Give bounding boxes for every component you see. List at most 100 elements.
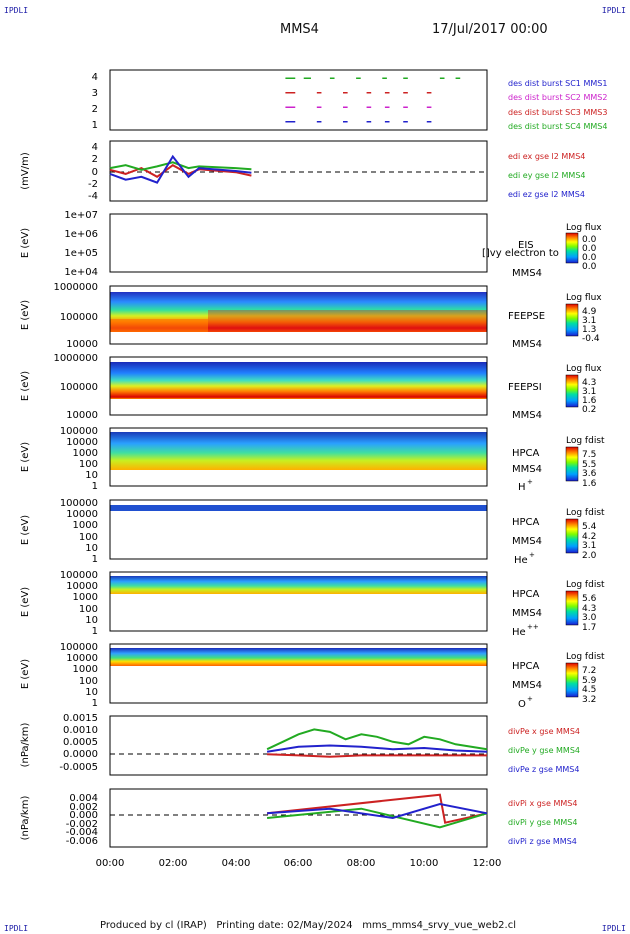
divpe-frame (109, 715, 488, 776)
eis-cbar-tick-4: 0.0 (582, 262, 597, 272)
hpca-o-charge: + (527, 695, 533, 703)
hpca-hepp-cbar-tick-3: 3.0 (582, 613, 597, 623)
xtick-1200: 12:00 (473, 858, 502, 869)
eis-ytick-1e6: 1e+06 (64, 229, 98, 240)
edi-ytick-m2: -2 (88, 179, 98, 190)
feepsi-cbar-tick-4: 0.2 (582, 405, 596, 415)
eis-cbar-tick-1: 0.0 (582, 235, 597, 245)
divpi-ytick-0000: 0.000 (69, 810, 98, 821)
hpca-o-instrument-label: HPCA (512, 661, 540, 672)
panel-eis: E (eV) 1e+07 1e+06 1e+05 1e+04 EIS []vy … (20, 210, 602, 279)
feepse-band-late (208, 310, 487, 332)
eis-spacecraft-label: MMS4 (512, 268, 542, 279)
xtick-0200: 02:00 (159, 858, 188, 869)
hpca-h-cbar-tick-4: 1.6 (582, 479, 597, 489)
divpi-series-line (266, 793, 488, 824)
eis-ytick-1e4: 1e+04 (64, 267, 98, 278)
divpe-series-line (266, 728, 488, 751)
feepsi-cbar-tick-1: 4.3 (582, 378, 596, 388)
eis-cbar-tick-3: 0.0 (582, 253, 597, 263)
edi-legend-ey: edi ey gse l2 MMS4 (508, 171, 586, 180)
hpca-he-charge: + (529, 551, 535, 559)
divpi-legend-y: divPi y gse MMS4 (508, 818, 577, 827)
hpca-h-cbar-tick-3: 3.6 (582, 469, 597, 479)
hpca-o-ytick-1e5: 100000 (60, 642, 98, 653)
hpca-h-frame (109, 427, 488, 487)
feepse-cbar-title: Log flux (566, 293, 602, 303)
hpca-he-species: He (514, 555, 528, 566)
feepse-cbar-tick-3: 1.3 (582, 325, 596, 335)
panel-edi: (mV/m) 4 2 0 -2 -4 edi ex gse l2 MMS4 ed… (20, 140, 586, 202)
burst-ytick-1: 1 (92, 120, 98, 131)
hpca-he-cbar-title: Log fdist (566, 508, 605, 518)
hpca-he-frame (109, 499, 488, 560)
feepsi-spacecraft-label: MMS4 (512, 410, 542, 421)
hpca-h-cbar-title: Log fdist (566, 436, 605, 446)
divpe-ytick-m0005: -0.0005 (59, 762, 98, 773)
hpca-h-cbar-tick-1: 7.5 (582, 450, 596, 460)
hpca-he-cbar-tick-3: 3.1 (582, 541, 596, 551)
hpca-o-ytick-1e4: 10000 (66, 653, 98, 664)
divpi-ytick-0004: 0.004 (69, 793, 98, 804)
hpca-o-species: O (518, 699, 526, 710)
hpca-hepp-ytick-1: 1 (92, 626, 98, 637)
hpca-he-cbar-tick-1: 5.4 (582, 522, 597, 532)
edi-ytick-2: 2 (92, 154, 98, 165)
edi-ytick-m4: -4 (88, 191, 98, 202)
hpca-o-spacecraft-label: MMS4 (512, 680, 542, 691)
feepsi-ytick-1e6: 1000000 (53, 353, 98, 364)
hpca-o-ytick-1e2: 100 (79, 676, 98, 687)
feepse-band-early (110, 319, 208, 332)
hpca-o-ytick-1: 1 (92, 698, 98, 709)
divpi-series-line (267, 807, 488, 829)
hpca-hepp-ytick-1e2: 100 (79, 604, 98, 615)
panel-feepsi: E (eV) 1000000 100000 10000 FEEPSI MMS4 … (20, 353, 602, 421)
feepsi-ylabel: E (eV) (20, 371, 31, 401)
corner-label-bottom-right: IPDLI (601, 924, 626, 933)
feepsi-cbar-tick-2: 3.1 (582, 387, 596, 397)
feepse-frame (109, 285, 488, 345)
corner-label-bottom-left: IPDLI (4, 924, 29, 933)
hpca-hepp-spectrogram (110, 576, 487, 594)
hpca-o-ylabel: E (eV) (20, 659, 31, 689)
hpca-hepp-colorbar (565, 590, 579, 626)
hpca-hepp-cbar-tick-2: 4.3 (582, 604, 596, 614)
spacecraft-title: MMS4 (280, 22, 319, 37)
edi-series-line (109, 154, 252, 184)
burst-legend-2: des dist burst SC2 MMS2 (508, 93, 607, 102)
panel-feepse: E (eV) 1000000 100000 10000 FEEPSE MMS4 … (20, 282, 602, 350)
hpca-o-colorbar (565, 662, 579, 698)
hpca-o-cbar-title: Log fdist (566, 652, 605, 662)
hpca-he-spectrogram (110, 505, 487, 511)
hpca-o-ytick-1e3: 1000 (73, 664, 98, 675)
hpca-h-ytick-1: 1 (92, 481, 98, 492)
edi-ytick-0: 0 (92, 167, 98, 178)
hpca-h-species: H (518, 482, 526, 493)
edi-ytick-4: 4 (92, 142, 98, 153)
feepse-ytick-1e6: 1000000 (53, 282, 98, 293)
hpca-hepp-species: He (512, 627, 526, 638)
divpi-ytick-m0002: -0.002 (66, 819, 98, 830)
hpca-hepp-instrument-label: HPCA (512, 589, 540, 600)
divpi-legend-z: divPi z gse MMS4 (508, 837, 577, 846)
divpi-ylabel: (nPa/km) (20, 796, 31, 841)
feepse-spacecraft-label: MMS4 (512, 339, 542, 350)
hpca-hepp-ytick-1e3: 1000 (73, 592, 98, 603)
feepse-ytick-1e5: 100000 (60, 312, 98, 323)
divpe-ylabel: (nPa/km) (20, 723, 31, 768)
hpca-o-ytick-1e1: 10 (85, 687, 98, 698)
eis-colorbar (565, 232, 579, 264)
hpca-he-ylabel: E (eV) (20, 515, 31, 545)
eis-note: []vy electron to (482, 248, 559, 259)
hpca-h-cbar-tick-2: 5.5 (582, 460, 596, 470)
divpi-ytick-0002: 0.002 (69, 802, 98, 813)
feepsi-colorbar (565, 374, 579, 408)
feepsi-ytick-1e4: 10000 (66, 410, 98, 421)
hpca-h-charge: + (527, 478, 533, 486)
panel-hpca-o: E (eV) 100000 10000 1000 100 10 1 HPCA M… (20, 642, 605, 710)
hpca-o-cbar-tick-2: 5.9 (582, 676, 597, 686)
divpe-ytick-0010: 0.0010 (63, 725, 98, 736)
feepsi-cbar-title: Log flux (566, 364, 602, 374)
hpca-he-ytick-1e2: 100 (79, 532, 98, 543)
xtick-0600: 06:00 (284, 858, 313, 869)
